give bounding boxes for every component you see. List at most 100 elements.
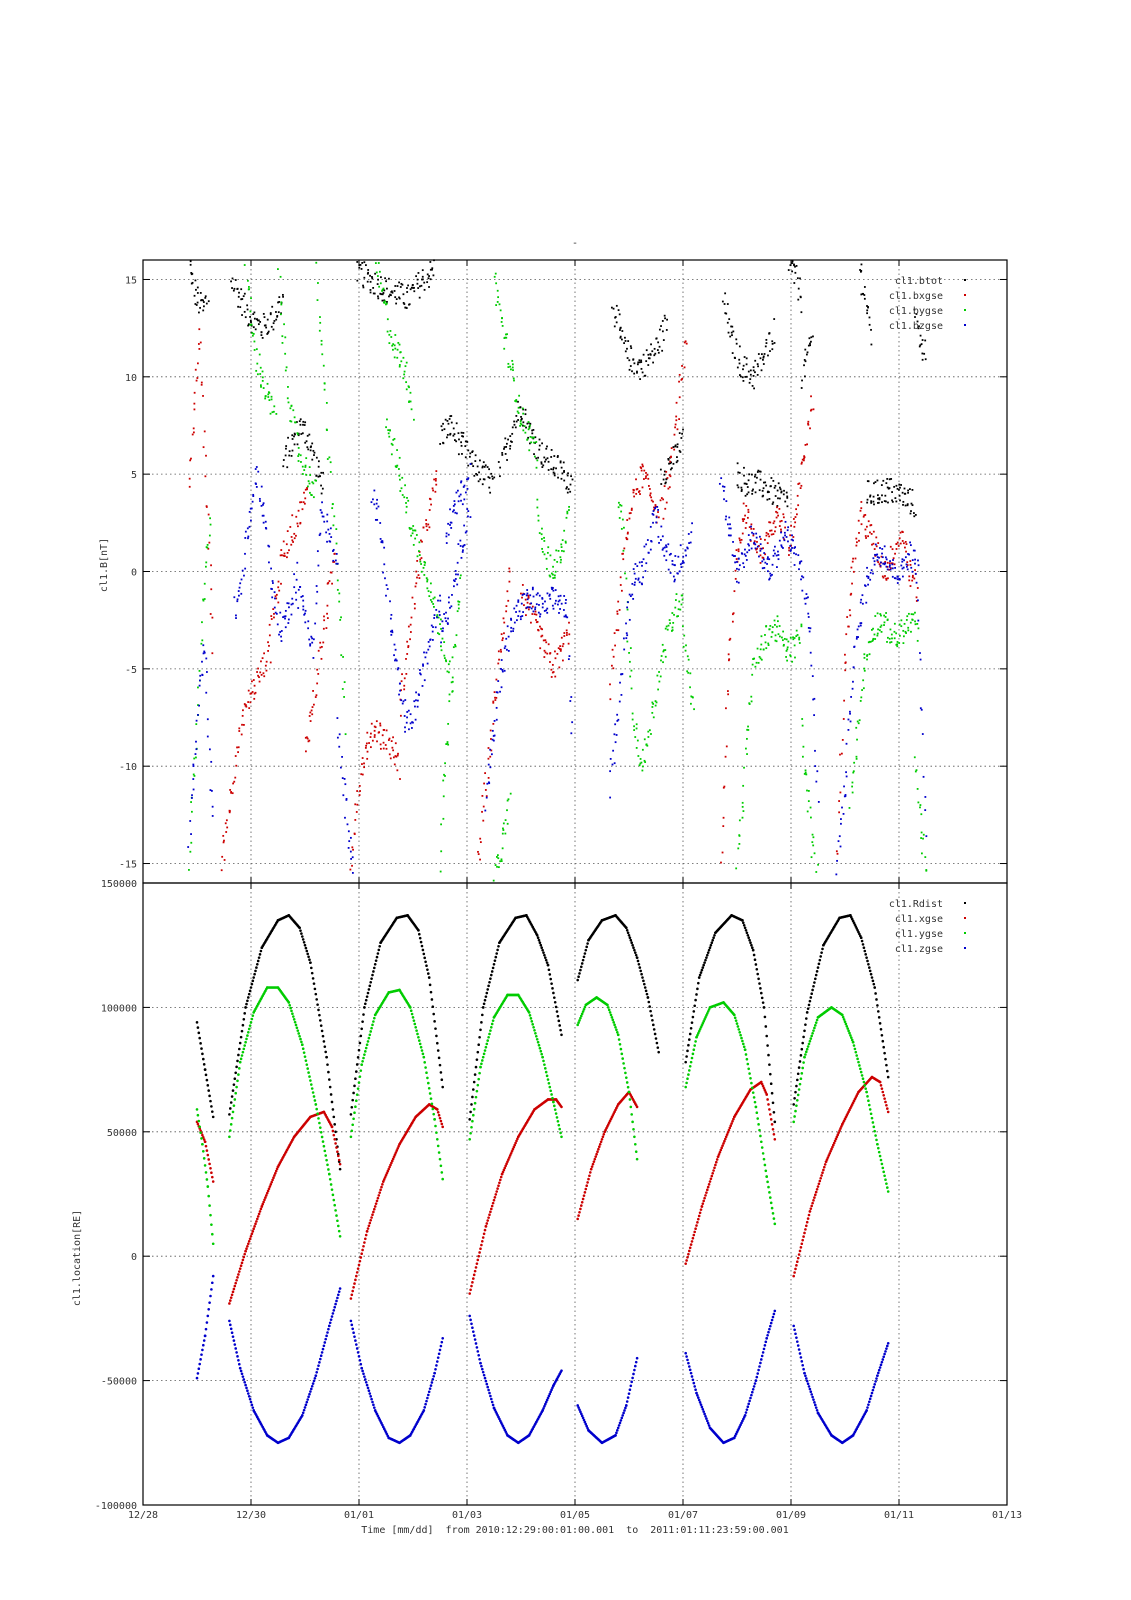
data-point	[738, 564, 741, 567]
data-point	[468, 1292, 472, 1295]
data-point	[806, 1217, 810, 1220]
data-point	[268, 623, 271, 626]
data-point	[420, 944, 424, 948]
data-point	[450, 527, 453, 529]
data-point	[576, 978, 579, 982]
data-point	[902, 629, 905, 632]
data-point	[202, 1063, 206, 1066]
data-point	[379, 282, 382, 285]
data-point	[542, 639, 545, 642]
data-point	[297, 460, 300, 462]
data-point	[411, 532, 414, 535]
data-point	[541, 527, 543, 530]
data-point	[442, 442, 445, 445]
data-point	[247, 992, 251, 996]
data-point	[418, 694, 420, 696]
data-point	[654, 506, 657, 509]
data-point	[775, 516, 778, 519]
y-tick-label: -15	[119, 860, 137, 871]
data-point	[392, 749, 395, 752]
data-point	[793, 1271, 796, 1274]
data-point	[901, 540, 904, 542]
data-point	[630, 941, 633, 945]
data-point	[757, 977, 760, 981]
data-point	[192, 763, 195, 766]
data-point	[653, 354, 656, 357]
data-point	[661, 548, 664, 551]
data-point	[730, 1122, 733, 1125]
data-point	[250, 507, 253, 510]
data-point	[888, 568, 891, 571]
data-point	[667, 458, 670, 461]
data-point	[896, 487, 899, 490]
data-point	[288, 450, 291, 453]
data-point	[592, 1160, 596, 1163]
data-point	[903, 492, 906, 495]
data-point	[401, 476, 404, 479]
data-point	[499, 648, 502, 651]
data-point	[902, 542, 905, 545]
data-point	[552, 565, 554, 568]
data-point	[442, 817, 445, 820]
data-point	[561, 549, 563, 552]
data-point	[621, 673, 624, 675]
data-point	[569, 483, 572, 486]
data-point	[253, 317, 256, 320]
data-point	[722, 786, 725, 789]
data-point	[373, 1205, 377, 1208]
data-point	[319, 646, 322, 649]
data-point	[317, 460, 320, 463]
data-point	[900, 625, 903, 628]
data-point	[228, 811, 231, 814]
data-point	[373, 292, 376, 295]
data-point	[501, 325, 504, 327]
data-point	[838, 835, 841, 838]
data-point	[302, 940, 306, 944]
data-point	[272, 328, 275, 331]
data-point	[382, 1180, 385, 1183]
data-point	[855, 636, 858, 638]
data-point	[406, 640, 409, 643]
data-point	[269, 661, 272, 664]
data-point	[262, 503, 264, 506]
data-point	[443, 428, 446, 431]
data-point	[886, 561, 889, 564]
data-point	[413, 418, 415, 421]
data-point	[908, 579, 911, 582]
data-point	[851, 791, 854, 794]
data-point	[630, 687, 633, 690]
data-point	[249, 320, 252, 322]
data-point	[299, 521, 302, 524]
data-point	[789, 636, 792, 639]
data-point	[446, 420, 449, 422]
data-point	[825, 1158, 829, 1161]
data-point	[911, 576, 914, 579]
data-point	[776, 489, 779, 492]
data-point	[629, 675, 632, 678]
data-point	[195, 304, 198, 306]
data-point	[807, 1003, 811, 1007]
data-point	[726, 523, 729, 526]
data-point	[816, 770, 819, 773]
data-point	[787, 269, 790, 271]
data-point	[563, 615, 566, 618]
data-point	[649, 1009, 652, 1013]
data-point	[205, 561, 208, 564]
data-point	[258, 953, 262, 956]
data-point	[199, 679, 201, 682]
data-point	[252, 976, 255, 979]
data-point	[296, 433, 299, 436]
data-point	[661, 643, 664, 646]
data-point	[428, 526, 431, 529]
data-point	[728, 1126, 732, 1130]
data-point	[190, 810, 193, 813]
data-point	[570, 732, 573, 735]
data-point	[882, 1045, 885, 1049]
data-point	[893, 637, 896, 640]
data-point	[546, 607, 549, 610]
data-point	[356, 1056, 360, 1059]
data-point	[520, 418, 523, 421]
data-point	[627, 601, 629, 604]
data-point	[559, 1028, 562, 1032]
data-point	[369, 746, 372, 749]
